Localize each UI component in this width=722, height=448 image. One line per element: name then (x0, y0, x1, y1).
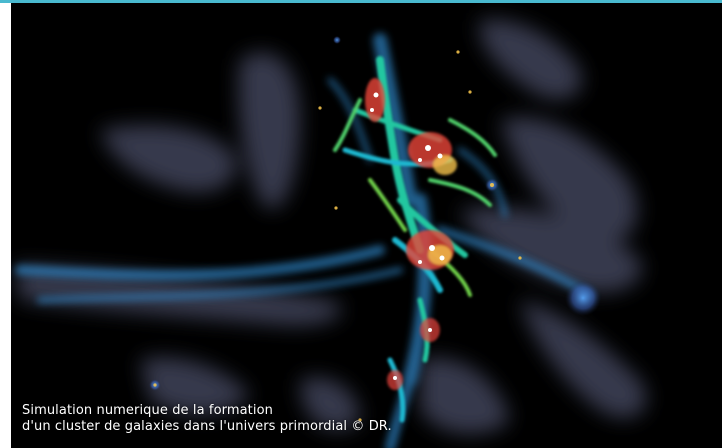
diffuse-gas (15, 19, 647, 434)
caption-line-2: d'un cluster de galaxies dans l'univers … (22, 419, 392, 434)
gas-filaments (15, 33, 594, 448)
sparkles (153, 50, 522, 422)
halo-blob (565, 280, 601, 316)
bright-cores (370, 92, 445, 380)
page-margin (0, 0, 11, 448)
top-accent-line (0, 0, 722, 3)
image-caption: Simulation numerique de la formation d'u… (22, 403, 392, 435)
caption-line-1: Simulation numerique de la formation (22, 403, 273, 418)
